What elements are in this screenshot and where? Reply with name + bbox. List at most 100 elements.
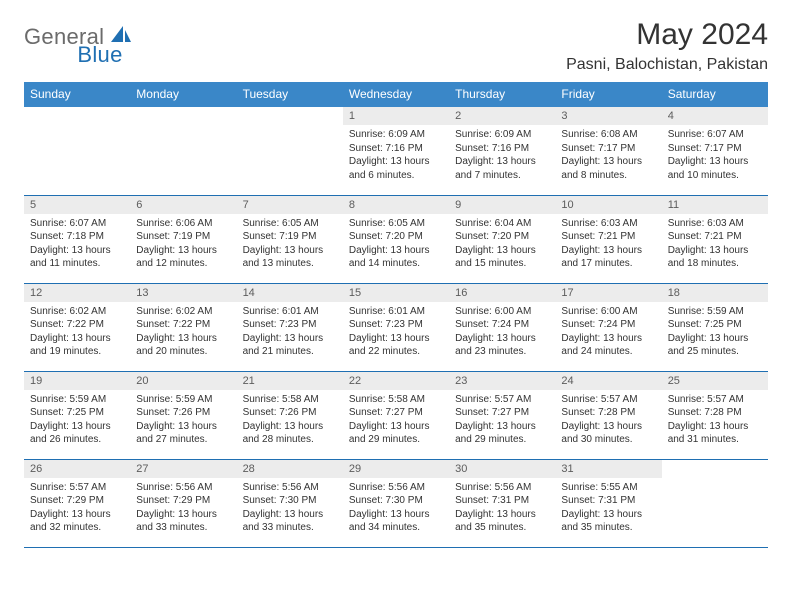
brand-sail-icon (109, 24, 133, 44)
calendar-cell-day-4: 4Sunrise: 6:07 AMSunset: 7:17 PMDaylight… (662, 107, 768, 195)
day-number: 13 (130, 284, 236, 302)
sunset-line: Sunset: 7:30 PM (243, 494, 337, 508)
day-number: 14 (237, 284, 343, 302)
day-info: Sunrise: 6:09 AMSunset: 7:16 PMDaylight:… (449, 125, 555, 184)
day-info: Sunrise: 6:07 AMSunset: 7:17 PMDaylight:… (662, 125, 768, 184)
calendar-cell-day-6: 6Sunrise: 6:06 AMSunset: 7:19 PMDaylight… (130, 195, 236, 283)
sunset-line: Sunset: 7:25 PM (668, 318, 762, 332)
sunrise-line: Sunrise: 6:06 AM (136, 217, 230, 231)
sunset-line: Sunset: 7:26 PM (243, 406, 337, 420)
day-info: Sunrise: 6:08 AMSunset: 7:17 PMDaylight:… (555, 125, 661, 184)
day-info: Sunrise: 5:56 AMSunset: 7:29 PMDaylight:… (130, 478, 236, 537)
calendar-cell-empty (662, 459, 768, 547)
day-info: Sunrise: 5:58 AMSunset: 7:27 PMDaylight:… (343, 390, 449, 449)
day-info: Sunrise: 5:57 AMSunset: 7:27 PMDaylight:… (449, 390, 555, 449)
daylight-line: Daylight: 13 hours and 21 minutes. (243, 332, 337, 359)
day-number: 23 (449, 372, 555, 390)
calendar-cell-day-23: 23Sunrise: 5:57 AMSunset: 7:27 PMDayligh… (449, 371, 555, 459)
sunrise-line: Sunrise: 6:07 AM (668, 128, 762, 142)
sunrise-line: Sunrise: 6:01 AM (243, 305, 337, 319)
day-info: Sunrise: 6:03 AMSunset: 7:21 PMDaylight:… (555, 214, 661, 273)
day-number: 27 (130, 460, 236, 478)
sunrise-line: Sunrise: 5:56 AM (136, 481, 230, 495)
calendar-cell-day-31: 31Sunrise: 5:55 AMSunset: 7:31 PMDayligh… (555, 459, 661, 547)
daylight-line: Daylight: 13 hours and 32 minutes. (30, 508, 124, 535)
daylight-line: Daylight: 13 hours and 27 minutes. (136, 420, 230, 447)
day-info: Sunrise: 6:02 AMSunset: 7:22 PMDaylight:… (24, 302, 130, 361)
calendar-cell-empty (130, 107, 236, 195)
sunset-line: Sunset: 7:22 PM (30, 318, 124, 332)
calendar-row: 5Sunrise: 6:07 AMSunset: 7:18 PMDaylight… (24, 195, 768, 283)
sunrise-line: Sunrise: 5:56 AM (243, 481, 337, 495)
sunrise-line: Sunrise: 5:56 AM (349, 481, 443, 495)
day-number: 17 (555, 284, 661, 302)
day-number: 15 (343, 284, 449, 302)
calendar-cell-day-15: 15Sunrise: 6:01 AMSunset: 7:23 PMDayligh… (343, 283, 449, 371)
sunset-line: Sunset: 7:26 PM (136, 406, 230, 420)
day-number: 19 (24, 372, 130, 390)
daylight-line: Daylight: 13 hours and 13 minutes. (243, 244, 337, 271)
day-info: Sunrise: 5:56 AMSunset: 7:30 PMDaylight:… (343, 478, 449, 537)
sunrise-line: Sunrise: 6:00 AM (455, 305, 549, 319)
daylight-line: Daylight: 13 hours and 26 minutes. (30, 420, 124, 447)
daylight-line: Daylight: 13 hours and 23 minutes. (455, 332, 549, 359)
calendar-cell-day-7: 7Sunrise: 6:05 AMSunset: 7:19 PMDaylight… (237, 195, 343, 283)
sunrise-line: Sunrise: 5:55 AM (561, 481, 655, 495)
sunset-line: Sunset: 7:19 PM (136, 230, 230, 244)
daylight-line: Daylight: 13 hours and 17 minutes. (561, 244, 655, 271)
day-info: Sunrise: 6:06 AMSunset: 7:19 PMDaylight:… (130, 214, 236, 273)
sunset-line: Sunset: 7:31 PM (455, 494, 549, 508)
day-number: 21 (237, 372, 343, 390)
calendar-cell-day-1: 1Sunrise: 6:09 AMSunset: 7:16 PMDaylight… (343, 107, 449, 195)
day-header-thursday: Thursday (449, 82, 555, 107)
sunrise-line: Sunrise: 5:59 AM (136, 393, 230, 407)
calendar-cell-day-21: 21Sunrise: 5:58 AMSunset: 7:26 PMDayligh… (237, 371, 343, 459)
day-info: Sunrise: 5:55 AMSunset: 7:31 PMDaylight:… (555, 478, 661, 537)
day-header-row: SundayMondayTuesdayWednesdayThursdayFrid… (24, 82, 768, 107)
day-info: Sunrise: 5:57 AMSunset: 7:28 PMDaylight:… (662, 390, 768, 449)
day-info: Sunrise: 5:57 AMSunset: 7:28 PMDaylight:… (555, 390, 661, 449)
day-info: Sunrise: 5:59 AMSunset: 7:25 PMDaylight:… (24, 390, 130, 449)
daylight-line: Daylight: 13 hours and 6 minutes. (349, 155, 443, 182)
day-info: Sunrise: 6:07 AMSunset: 7:18 PMDaylight:… (24, 214, 130, 273)
calendar-row: 12Sunrise: 6:02 AMSunset: 7:22 PMDayligh… (24, 283, 768, 371)
calendar-head: SundayMondayTuesdayWednesdayThursdayFrid… (24, 82, 768, 107)
brand-logo: General Blue (24, 18, 185, 50)
day-info: Sunrise: 6:03 AMSunset: 7:21 PMDaylight:… (662, 214, 768, 273)
sunrise-line: Sunrise: 5:57 AM (561, 393, 655, 407)
calendar-cell-day-25: 25Sunrise: 5:57 AMSunset: 7:28 PMDayligh… (662, 371, 768, 459)
sunrise-line: Sunrise: 6:05 AM (243, 217, 337, 231)
sunset-line: Sunset: 7:16 PM (455, 142, 549, 156)
sunrise-line: Sunrise: 6:02 AM (136, 305, 230, 319)
day-info: Sunrise: 6:00 AMSunset: 7:24 PMDaylight:… (449, 302, 555, 361)
daylight-line: Daylight: 13 hours and 35 minutes. (561, 508, 655, 535)
sunrise-line: Sunrise: 6:04 AM (455, 217, 549, 231)
day-info: Sunrise: 6:00 AMSunset: 7:24 PMDaylight:… (555, 302, 661, 361)
day-number: 6 (130, 196, 236, 214)
day-info: Sunrise: 5:58 AMSunset: 7:26 PMDaylight:… (237, 390, 343, 449)
day-number: 2 (449, 107, 555, 125)
daylight-line: Daylight: 13 hours and 15 minutes. (455, 244, 549, 271)
sunrise-line: Sunrise: 6:00 AM (561, 305, 655, 319)
day-header-monday: Monday (130, 82, 236, 107)
calendar-cell-day-28: 28Sunrise: 5:56 AMSunset: 7:30 PMDayligh… (237, 459, 343, 547)
sunset-line: Sunset: 7:21 PM (561, 230, 655, 244)
sunset-line: Sunset: 7:21 PM (668, 230, 762, 244)
daylight-line: Daylight: 13 hours and 24 minutes. (561, 332, 655, 359)
calendar-cell-day-16: 16Sunrise: 6:00 AMSunset: 7:24 PMDayligh… (449, 283, 555, 371)
sunrise-line: Sunrise: 5:57 AM (668, 393, 762, 407)
day-number: 5 (24, 196, 130, 214)
day-info: Sunrise: 6:09 AMSunset: 7:16 PMDaylight:… (343, 125, 449, 184)
brand-text-blue: Blue (77, 42, 122, 68)
calendar-cell-day-3: 3Sunrise: 6:08 AMSunset: 7:17 PMDaylight… (555, 107, 661, 195)
calendar-cell-day-18: 18Sunrise: 5:59 AMSunset: 7:25 PMDayligh… (662, 283, 768, 371)
calendar-cell-day-5: 5Sunrise: 6:07 AMSunset: 7:18 PMDaylight… (24, 195, 130, 283)
day-info: Sunrise: 5:56 AMSunset: 7:31 PMDaylight:… (449, 478, 555, 537)
calendar-cell-day-12: 12Sunrise: 6:02 AMSunset: 7:22 PMDayligh… (24, 283, 130, 371)
calendar-cell-day-22: 22Sunrise: 5:58 AMSunset: 7:27 PMDayligh… (343, 371, 449, 459)
daylight-line: Daylight: 13 hours and 11 minutes. (30, 244, 124, 271)
sunrise-line: Sunrise: 5:56 AM (455, 481, 549, 495)
daylight-line: Daylight: 13 hours and 8 minutes. (561, 155, 655, 182)
day-info: Sunrise: 5:56 AMSunset: 7:30 PMDaylight:… (237, 478, 343, 537)
day-info: Sunrise: 5:59 AMSunset: 7:26 PMDaylight:… (130, 390, 236, 449)
